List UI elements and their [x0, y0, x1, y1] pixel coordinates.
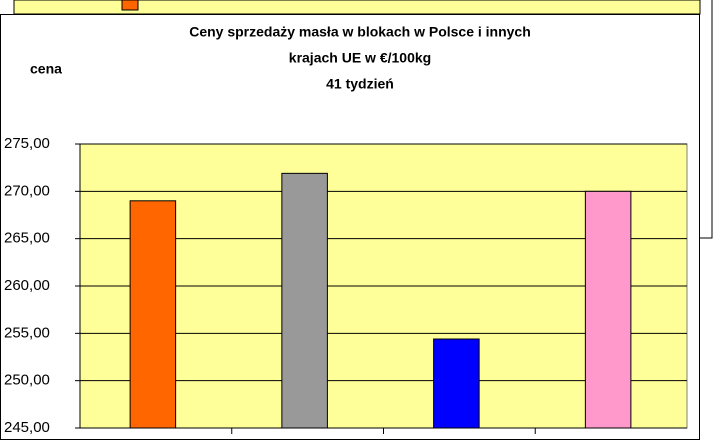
chart-title: Ceny sprzedaży masła w blokach w Polsce … — [189, 24, 531, 40]
chart-title: 41 tydzień — [326, 76, 394, 92]
y-tick-label: 275,00 — [4, 135, 50, 152]
y-tick-label: 265,00 — [4, 230, 50, 247]
y-axis-label: cena — [30, 61, 62, 77]
y-tick-label: 270,00 — [4, 182, 50, 199]
y-tick-label: 250,00 — [4, 372, 50, 389]
y-tick-label: 245,00 — [4, 419, 50, 436]
y-tick-label: 260,00 — [4, 277, 50, 294]
bar — [281, 172, 328, 429]
bar — [584, 190, 632, 429]
y-tick-label: 255,00 — [4, 324, 50, 341]
previous-chart-fragment — [13, 0, 701, 15]
previous-chart-bar — [121, 0, 139, 11]
bar — [129, 200, 177, 429]
chart-title: krajach UE w €/100kg — [289, 50, 431, 66]
previous-chart-border — [700, 0, 713, 239]
bar — [433, 338, 480, 429]
